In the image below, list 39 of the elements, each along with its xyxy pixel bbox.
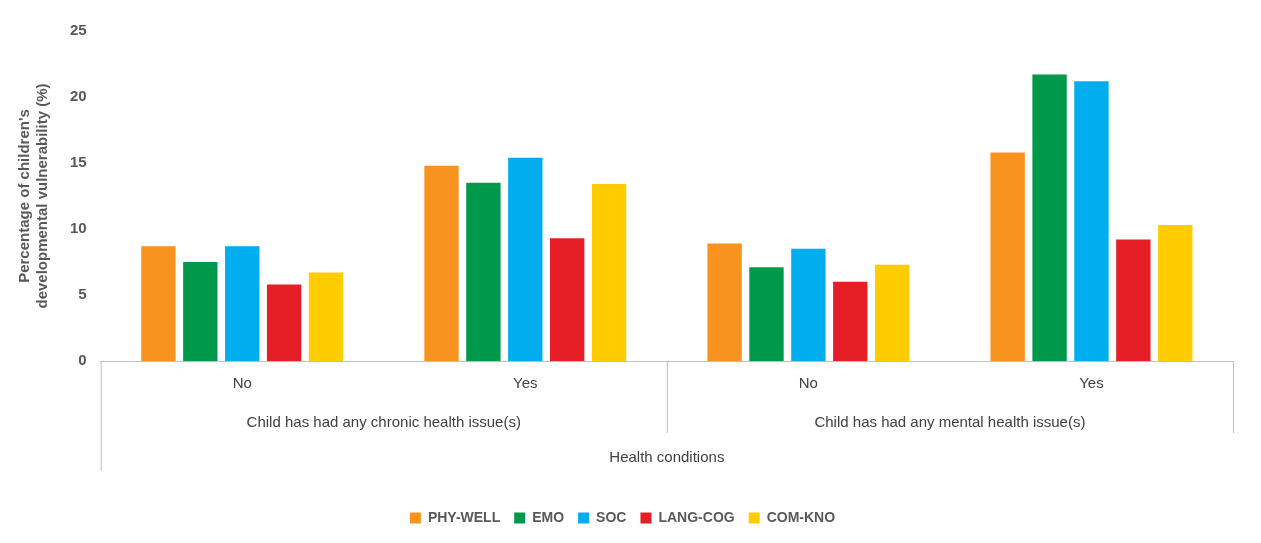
bar [466,182,501,361]
bar [990,152,1025,361]
legend-label: SOC [596,508,627,525]
bar [1116,239,1151,361]
y-tick-label: 15 [70,153,87,171]
bar [308,272,344,361]
bar [1158,225,1193,361]
bar [1032,74,1067,361]
bar [833,281,868,361]
bar [141,246,176,361]
text: Child has had any chronic health issue(s) [246,413,521,431]
bar [550,238,585,361]
y-tick-label: 25 [70,21,87,39]
legend-label: LANG-COG [658,508,735,525]
y-axis-title: Percentage of children's developmental vulnerability (%) [15,83,51,309]
text: Child has had any mental health issue(s) [814,413,1086,431]
bar [749,267,784,361]
legend-label: EMO [532,508,565,525]
legend-label: COM-KNO [766,508,836,525]
bar [508,157,543,361]
x-tick-label: No [798,374,818,392]
bar [1074,81,1109,361]
bar [791,248,826,361]
legend-label: PHY-WELL [427,508,501,525]
bar [183,262,218,361]
bar [424,165,459,361]
bar [266,284,302,361]
x-axis-title: Health conditions [609,448,725,466]
y-tick-label: 10 [70,219,87,237]
x-tick-label: Yes [1079,374,1104,392]
y-tick-label: 20 [70,87,87,105]
bar [225,246,260,361]
bar [591,184,627,361]
x-tick-label: No [232,374,252,392]
bar [875,264,910,361]
bar [707,243,742,361]
x-tick-label: Yes [513,374,538,392]
y-tick-label: 0 [78,351,87,369]
y-tick-label: 5 [78,285,87,303]
